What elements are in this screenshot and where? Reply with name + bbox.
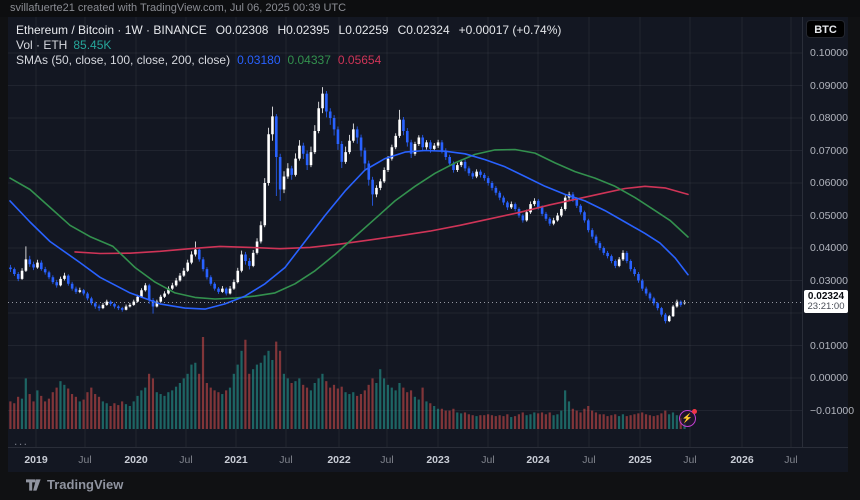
price-chart-canvas[interactable] — [8, 17, 802, 447]
price-tick: 0.01000 — [810, 339, 848, 352]
time-tick: 2024 — [526, 454, 550, 466]
attribution-text: svillafuerte21 created with TradingView.… — [10, 2, 347, 14]
tradingview-logo-text: TradingView — [47, 477, 124, 492]
time-tick: Jul — [78, 454, 92, 466]
high-value: 0.02395 — [286, 23, 330, 37]
time-tick: Jul — [784, 454, 798, 466]
open-label: O — [215, 23, 226, 37]
open-value: 0.02308 — [225, 23, 269, 37]
notification-dot — [692, 409, 697, 414]
last-price-value: 0.02324 — [807, 291, 845, 303]
volume-value: 85.45K — [73, 38, 112, 52]
time-axis[interactable]: 2019 Jul 2020 Jul 2021 Jul 2022 Jul 2023 Jul 2024 J… — [8, 447, 848, 472]
close-label: C — [397, 23, 407, 37]
symbol-legend-row[interactable]: Ethereum / Bitcoin · 1W · BINANCE O0.0230… — [16, 23, 561, 37]
chart-legend: Ethereum / Bitcoin · 1W · BINANCE O0.0230… — [16, 23, 561, 68]
volume-label[interactable]: Vol · ETH — [16, 38, 68, 52]
time-tick: Jul — [683, 454, 697, 466]
time-tick: 2023 — [426, 454, 450, 466]
time-tick: Jul — [279, 454, 293, 466]
time-tick: Jul — [481, 454, 495, 466]
last-price-tag: 0.02324 23:21:00 — [804, 290, 848, 314]
pane-more-button[interactable]: ... — [14, 434, 29, 448]
time-tick: 2025 — [628, 454, 652, 466]
change-value: +0.00017 (+0.74%) — [458, 23, 562, 37]
time-tick: Jul — [179, 454, 193, 466]
time-tick: 2026 — [730, 454, 754, 466]
sma-label[interactable]: SMAs (50, close, 100, close, 200, close) — [16, 53, 231, 67]
low-value: 0.02259 — [345, 23, 389, 37]
price-tick: 0.05000 — [810, 209, 848, 222]
price-tick: 0.06000 — [810, 177, 848, 189]
sma-legend-row[interactable]: SMAs (50, close, 100, close, 200, close)… — [16, 53, 561, 67]
symbol-title[interactable]: Ethereum / Bitcoin · 1W · BINANCE — [16, 23, 207, 37]
close-value: 0.02324 — [406, 23, 450, 37]
time-tick: 2019 — [24, 454, 48, 466]
price-tick: 0.07000 — [810, 144, 848, 157]
low-label: L — [338, 23, 346, 37]
price-tick: 0.00000 — [810, 372, 848, 384]
boost-lightning-icon[interactable]: ⚡ — [679, 409, 697, 427]
volume-legend-row[interactable]: Vol · ETH 85.45K — [16, 38, 561, 52]
price-tick: 0.03000 — [810, 274, 848, 287]
price-axis[interactable]: BTC 0.10000 0.09000 0.08000 0.07000 0.06000 0… — [802, 17, 854, 447]
tradingview-logo-icon — [26, 478, 41, 491]
time-tick: Jul — [582, 454, 596, 466]
price-tick: 0.04000 — [810, 242, 848, 254]
attribution-bar: svillafuerte21 created with TradingView.… — [0, 0, 860, 17]
chart-widget: Ethereum / Bitcoin · 1W · BINANCE O0.0230… — [8, 17, 854, 472]
sma50-value: 0.03180 — [237, 53, 281, 67]
bar-countdown: 23:21:00 — [807, 301, 845, 313]
price-tick: −0.01000 — [810, 404, 855, 417]
sma200-value: 0.05654 — [337, 53, 382, 67]
high-label: H — [277, 23, 287, 37]
sma100-value: 0.04337 — [287, 53, 331, 67]
currency-toggle-button[interactable]: BTC — [806, 20, 845, 38]
time-tick: 2022 — [327, 454, 351, 466]
time-tick: 2020 — [124, 454, 148, 466]
price-tick: 0.10000 — [810, 47, 848, 59]
tradingview-logo[interactable]: TradingView — [26, 477, 123, 492]
time-tick: Jul — [380, 454, 394, 466]
price-tick: 0.09000 — [810, 79, 848, 92]
price-tick: 0.08000 — [810, 112, 848, 124]
lightning-bolt-glyph: ⚡ — [681, 413, 694, 423]
time-tick: 2021 — [224, 454, 248, 466]
